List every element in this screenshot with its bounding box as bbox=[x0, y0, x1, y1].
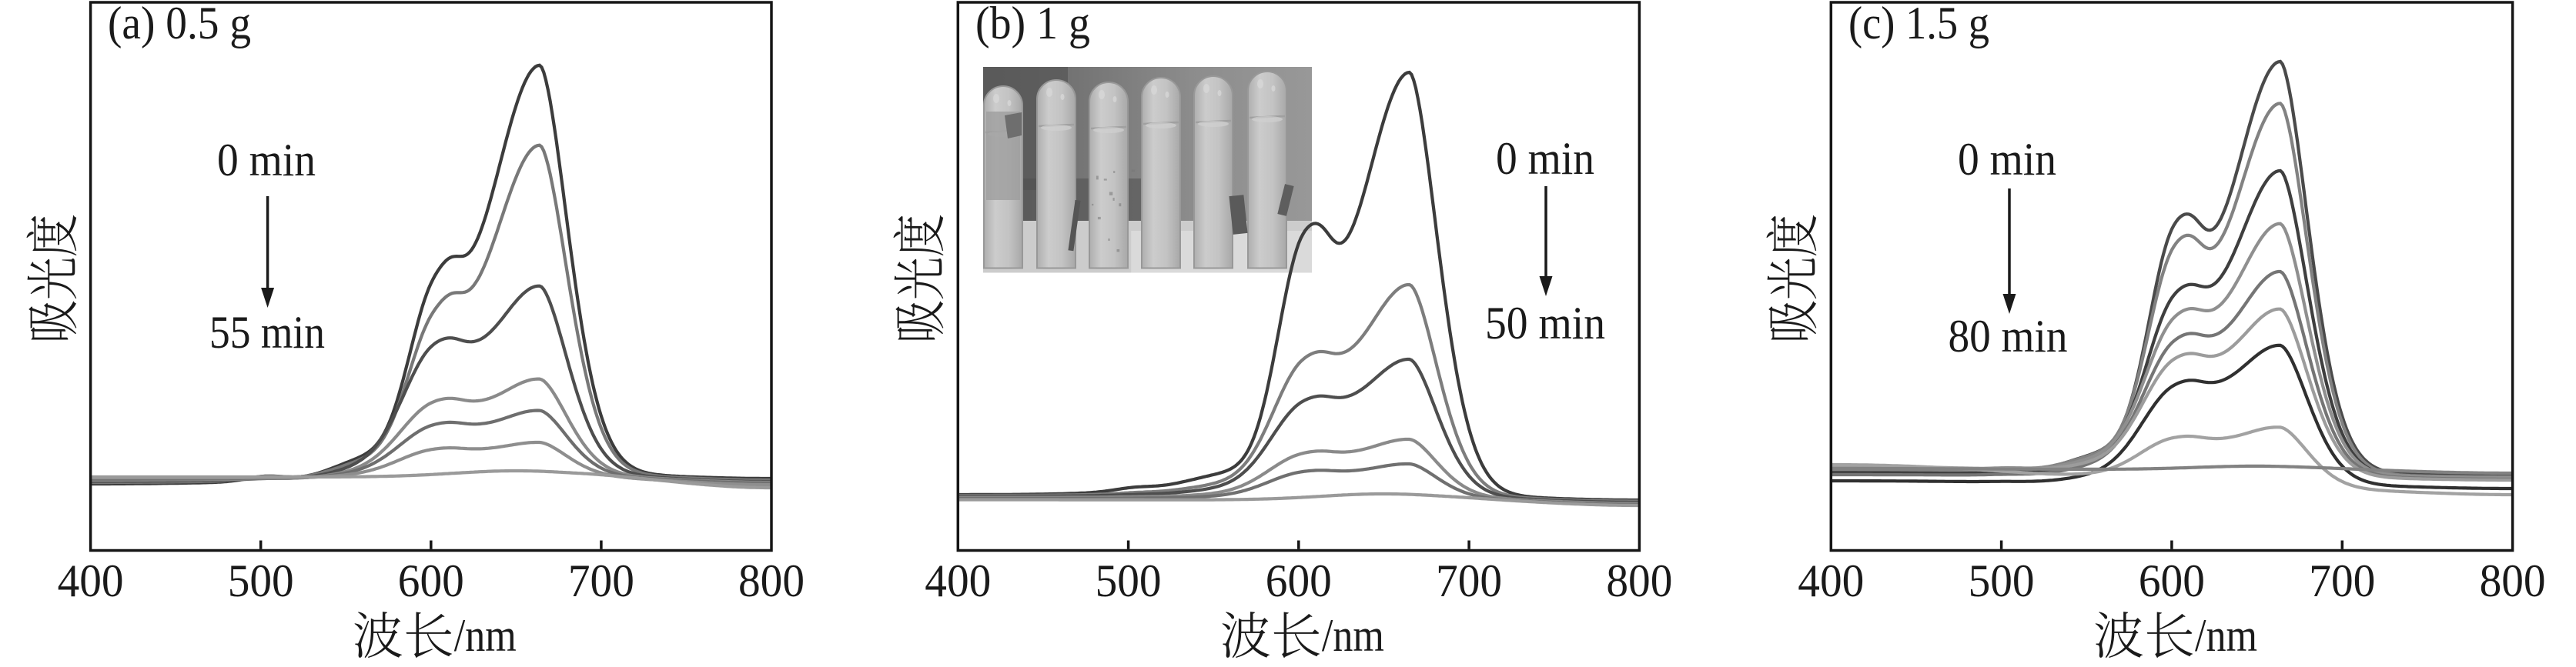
svg-text:/nm: /nm bbox=[454, 610, 517, 661]
svg-text:500: 500 bbox=[1969, 555, 2035, 606]
svg-text:400: 400 bbox=[925, 555, 991, 606]
svg-text:(a) 0.5 g: (a) 0.5 g bbox=[108, 0, 251, 48]
svg-text:/nm: /nm bbox=[1322, 610, 1384, 661]
svg-text:600: 600 bbox=[1266, 555, 1332, 606]
svg-text:400: 400 bbox=[1798, 555, 1864, 606]
svg-text:0 min: 0 min bbox=[1958, 134, 2056, 185]
svg-text:55 min: 55 min bbox=[209, 307, 325, 358]
svg-text:600: 600 bbox=[2139, 555, 2205, 606]
svg-text:0 min: 0 min bbox=[217, 135, 316, 185]
svg-text:500: 500 bbox=[228, 555, 294, 606]
svg-text:50 min: 50 min bbox=[1485, 298, 1605, 349]
svg-text:700: 700 bbox=[2309, 555, 2375, 606]
svg-text:400: 400 bbox=[58, 555, 124, 606]
svg-text:0 min: 0 min bbox=[1496, 133, 1594, 184]
svg-text:(b) 1 g: (b) 1 g bbox=[975, 0, 1090, 48]
svg-text:700: 700 bbox=[1436, 555, 1502, 606]
svg-text:600: 600 bbox=[398, 555, 464, 606]
svg-text:(c) 1.5 g: (c) 1.5 g bbox=[1848, 0, 1989, 48]
svg-text:80 min: 80 min bbox=[1949, 311, 2068, 362]
svg-text:800: 800 bbox=[738, 555, 805, 606]
svg-text:800: 800 bbox=[1606, 555, 1672, 606]
svg-text:800: 800 bbox=[2480, 555, 2546, 606]
svg-text:500: 500 bbox=[1096, 555, 1162, 606]
svg-text:/nm: /nm bbox=[2195, 610, 2257, 661]
svg-text:700: 700 bbox=[568, 555, 634, 606]
